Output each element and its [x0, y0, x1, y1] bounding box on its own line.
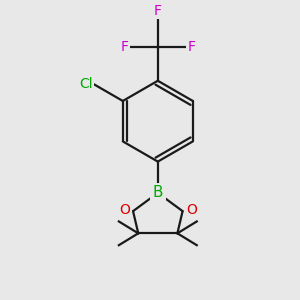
- Text: B: B: [153, 185, 163, 200]
- Text: F: F: [121, 40, 128, 54]
- Text: F: F: [154, 4, 162, 17]
- Text: Cl: Cl: [79, 77, 93, 91]
- Text: O: O: [119, 203, 130, 217]
- Text: F: F: [187, 40, 195, 54]
- Text: O: O: [186, 203, 197, 217]
